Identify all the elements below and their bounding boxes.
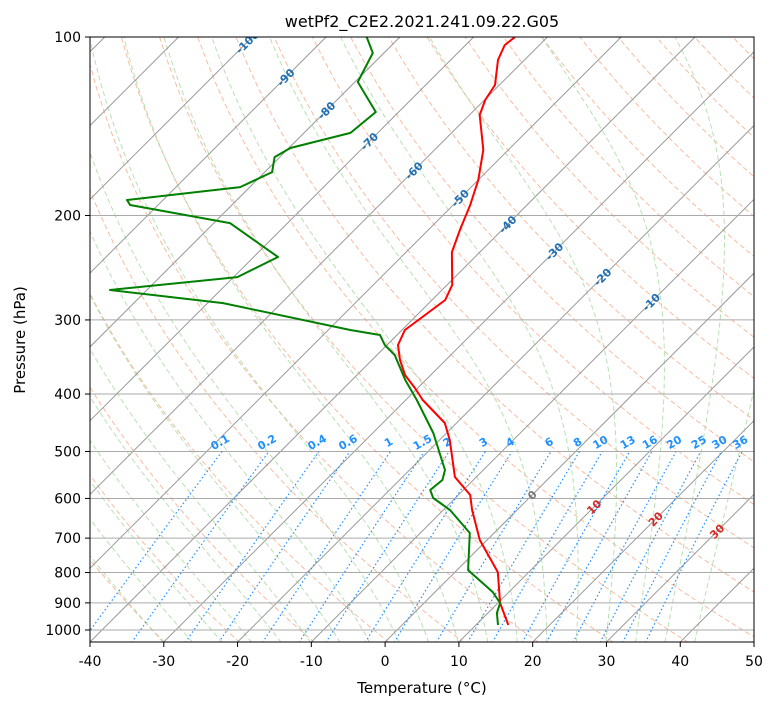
y-tick-label: 700 xyxy=(54,531,81,547)
mixing-ratio-line xyxy=(573,452,676,643)
dry-adiabat xyxy=(83,37,539,643)
moist-adiabat xyxy=(89,37,428,643)
y-tick-label: 900 xyxy=(54,596,81,612)
mixing-ratio-label: 0.4 xyxy=(305,432,329,453)
y-tick-label: 100 xyxy=(54,30,81,46)
moist-adiabat xyxy=(124,37,459,643)
mixing-ratio-label: 0.2 xyxy=(255,432,278,453)
moist-adiabat xyxy=(33,37,370,643)
mixing-ratio-label: 10 xyxy=(591,433,611,452)
y-tick-label: 400 xyxy=(54,387,81,403)
isotherm xyxy=(163,37,769,643)
y-tick-label: 300 xyxy=(54,313,81,329)
moist-adiabat xyxy=(542,37,665,643)
mixing-ratio-line xyxy=(219,452,350,643)
moist-adiabat xyxy=(694,37,775,643)
isotherm-label: -70 xyxy=(358,130,381,153)
y-axis-label: Pressure (hPa) xyxy=(11,286,29,394)
dry-adiabat xyxy=(465,37,775,643)
dry-adiabat xyxy=(274,37,775,643)
isotherm-label: -100 xyxy=(233,28,262,57)
moist-adiabat xyxy=(270,37,547,643)
moist-adiabat xyxy=(430,37,617,643)
mixing-ratio-label: 20 xyxy=(664,433,684,452)
temperature-line xyxy=(398,37,515,625)
mixing-ratio-line xyxy=(436,452,551,643)
mixing-ratio-line xyxy=(623,452,722,643)
moist-adiabat xyxy=(0,37,252,643)
x-tick-label: 50 xyxy=(745,654,763,670)
dry-adiabat xyxy=(771,37,775,643)
y-tick-label: 1000 xyxy=(45,623,81,639)
x-tick-label: 20 xyxy=(524,654,542,670)
mixing-ratio-label: 8 xyxy=(571,435,584,450)
moist-adiabat xyxy=(60,37,400,643)
mixing-ratio-label: 16 xyxy=(640,433,660,452)
dry-adiabat xyxy=(236,37,775,643)
isotherm xyxy=(0,37,400,643)
x-tick-label: -40 xyxy=(79,654,102,670)
moist-adiabat xyxy=(10,37,341,643)
x-tick-label: 10 xyxy=(450,654,468,670)
mixing-ratio-label: 13 xyxy=(618,433,638,452)
isotherm-label: 0 xyxy=(525,488,540,503)
y-tick-label: 800 xyxy=(54,566,81,582)
isotherm xyxy=(680,37,775,643)
isotherm-label: 40 xyxy=(769,534,775,554)
x-axis-label: Temperature (°C) xyxy=(356,679,486,697)
y-tick-label: 600 xyxy=(54,491,81,507)
moist-adiabat xyxy=(665,37,725,643)
mixing-ratio-label: 30 xyxy=(710,433,730,452)
x-tick-label: 40 xyxy=(671,654,689,670)
y-tick-label: 200 xyxy=(54,209,81,225)
isotherm xyxy=(532,37,775,643)
mixing-ratio-line xyxy=(365,452,485,643)
mixing-ratio-label: 6 xyxy=(543,435,556,450)
isotherm xyxy=(0,37,252,643)
mixing-ratio-label: 1 xyxy=(382,435,395,450)
background-lines xyxy=(0,37,775,643)
moist-adiabat xyxy=(212,37,518,643)
moist-adiabat xyxy=(0,37,311,643)
dry-adiabat xyxy=(0,37,240,643)
dry-adiabat xyxy=(542,37,775,643)
mixing-ratio-line xyxy=(326,452,449,643)
isotherm xyxy=(0,37,326,643)
mixing-ratio-line xyxy=(522,452,629,643)
dry-adiabat xyxy=(656,37,775,643)
mixing-ratio-line xyxy=(81,452,222,643)
mixing-ratio-label: 25 xyxy=(689,433,709,452)
isotherm xyxy=(237,37,775,643)
mixing-ratio-label: 1.5 xyxy=(411,432,434,453)
dry-adiabat xyxy=(389,37,775,643)
mixing-ratio-label: 2 xyxy=(441,435,454,450)
chart-title: wetPf2_C2E2.2021.241.09.22.G05 xyxy=(285,12,559,32)
mixing-ratio-label: 36 xyxy=(730,433,750,452)
moist-adiabat xyxy=(164,37,488,643)
dry-adiabat xyxy=(695,37,775,643)
isotherm-label: 10 xyxy=(584,497,604,517)
mixing-ratio-label: 3 xyxy=(477,435,490,450)
x-tick-label: -10 xyxy=(300,654,323,670)
plot-frame xyxy=(90,37,754,642)
isotherm xyxy=(385,37,775,643)
x-tick-label: -20 xyxy=(226,654,249,670)
dewpoint-line xyxy=(110,37,500,625)
x-tick-label: -30 xyxy=(152,654,175,670)
isotherm xyxy=(458,37,775,643)
isotherm xyxy=(753,37,775,643)
dry-adiabat xyxy=(0,37,315,643)
x-tick-label: 30 xyxy=(598,654,616,670)
y-tick-label: 500 xyxy=(54,444,81,460)
dry-adiabat xyxy=(7,37,390,643)
mixing-ratio-label: 0.1 xyxy=(209,432,232,453)
moist-adiabat xyxy=(0,37,222,643)
x-tick-label: 0 xyxy=(381,654,390,670)
isotherm xyxy=(16,37,622,643)
